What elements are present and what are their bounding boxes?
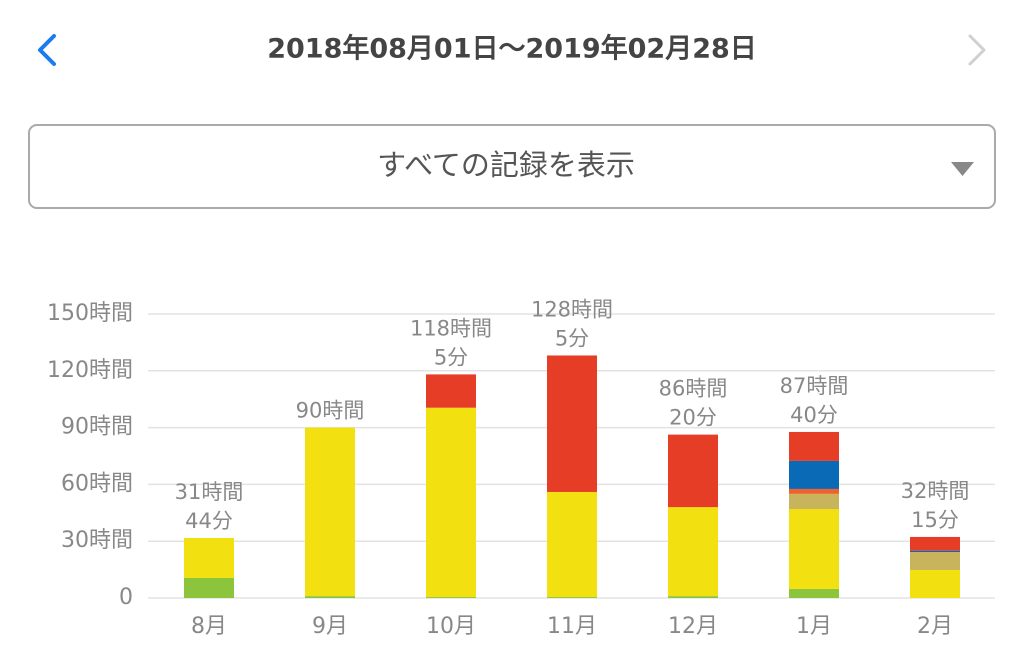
- bar-segment: [547, 355, 597, 492]
- total-label: 40分: [790, 403, 838, 427]
- total-label: 20分: [669, 406, 717, 430]
- x-tick-label: 10月: [426, 614, 476, 639]
- y-tick-label: 90時間: [61, 415, 133, 440]
- x-tick-label: 8月: [191, 614, 227, 639]
- filter-label: すべての記録を表示: [377, 148, 635, 182]
- bar-segment: [305, 596, 355, 598]
- bar-segment: [910, 550, 960, 552]
- date-range-title: 2018年08月01日〜2019年02月28日: [267, 33, 757, 65]
- total-label: 128時間: [531, 297, 613, 321]
- y-tick-label: 120時間: [47, 358, 133, 383]
- bar-segment: [789, 431, 839, 461]
- bar-segment: [668, 434, 718, 508]
- y-tick-label: 60時間: [61, 471, 133, 496]
- bar-segment: [426, 374, 476, 408]
- y-tick-label: 150時間: [47, 301, 133, 326]
- x-tick-label: 11月: [547, 614, 597, 639]
- bar-segment: [910, 551, 960, 570]
- dropdown-arrow: [951, 162, 974, 176]
- x-tick-label: 12月: [668, 614, 718, 639]
- bar-segment: [789, 460, 839, 489]
- bar-segment: [789, 588, 839, 598]
- bar-segment: [668, 507, 718, 597]
- total-label: 15分: [911, 508, 959, 532]
- total-label: 87時間: [780, 374, 849, 398]
- total-label: 5分: [555, 326, 589, 350]
- filter-dropdown[interactable]: [28, 124, 996, 209]
- bar-segment: [547, 491, 597, 598]
- bar-segment: [184, 537, 234, 578]
- total-label: 90時間: [296, 399, 365, 423]
- total-label: 5分: [434, 345, 468, 369]
- total-label: 118時間: [410, 316, 492, 340]
- bar-segment: [910, 536, 960, 551]
- bar-segment: [426, 597, 476, 598]
- bar-segment: [789, 493, 839, 510]
- bar-segment: [184, 577, 234, 598]
- bar-segment: [668, 596, 718, 598]
- total-label: 32時間: [901, 479, 970, 503]
- total-label: 31時間: [175, 480, 244, 504]
- bar-segment: [547, 597, 597, 598]
- chart: 0 30時間 60時間 90時間 120時間 150時間 8月 31時間 44分 9月 90時間 10…: [47, 297, 995, 639]
- bar-segment: [305, 427, 355, 597]
- y-tick-label: 30時間: [61, 528, 133, 553]
- y-tick-label: 0: [119, 585, 133, 610]
- x-tick-label: 9月: [312, 614, 348, 639]
- total-label: 86時間: [659, 377, 728, 401]
- bar-segment: [789, 488, 839, 494]
- x-tick-label: 2月: [917, 614, 953, 639]
- bar-segment: [426, 407, 476, 598]
- x-tick-label: 1月: [796, 614, 832, 639]
- forward-button[interactable]: [968, 34, 986, 66]
- bar-segment: [789, 509, 839, 589]
- total-label: 44分: [185, 509, 233, 533]
- bar-segment: [910, 569, 960, 598]
- back-button[interactable]: [38, 34, 56, 66]
